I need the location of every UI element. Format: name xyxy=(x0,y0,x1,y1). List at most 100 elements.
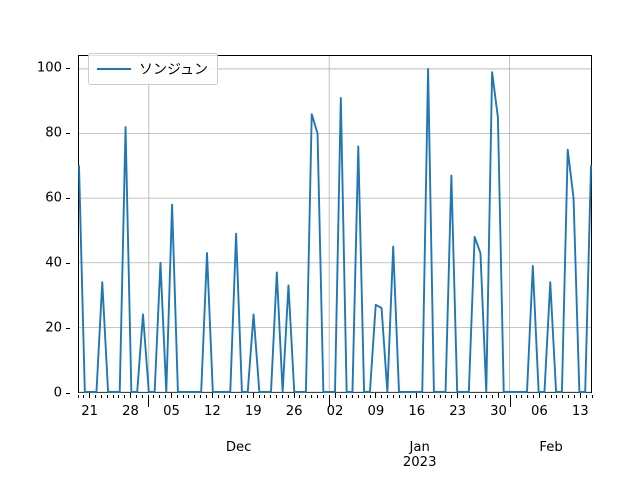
x-minor-tick-mark xyxy=(135,395,137,398)
x-tick-label: 30 xyxy=(490,404,507,419)
x-minor-tick-mark xyxy=(410,395,412,398)
x-minor-tick-mark xyxy=(264,395,266,398)
x-minor-tick-mark xyxy=(176,395,178,398)
x-minor-tick-mark xyxy=(252,395,254,398)
x-minor-tick-mark xyxy=(544,395,546,398)
x-month-tick-mark xyxy=(147,398,149,407)
x-minor-tick-mark xyxy=(77,395,79,398)
x-minor-tick-mark xyxy=(89,395,91,398)
x-minor-tick-mark xyxy=(433,395,435,398)
legend-line-swatch xyxy=(97,68,131,70)
y-tick-label: 0 xyxy=(53,385,62,401)
x-minor-tick-mark xyxy=(387,395,389,398)
x-minor-tick-mark xyxy=(316,395,318,398)
x-minor-tick-mark xyxy=(328,395,330,398)
x-minor-tick-mark xyxy=(100,395,102,398)
x-minor-tick-mark xyxy=(217,395,219,398)
x-minor-tick-mark xyxy=(182,395,184,398)
y-tick-mark xyxy=(66,67,70,69)
y-tick-mark xyxy=(66,197,70,199)
x-minor-tick-mark xyxy=(381,395,383,398)
x-minor-tick-mark xyxy=(463,395,464,398)
x-minor-tick-mark xyxy=(170,395,172,398)
x-minor-tick-mark xyxy=(568,395,570,398)
x-month-label: Feb xyxy=(539,440,562,455)
x-minor-tick-mark xyxy=(206,395,207,398)
x-minor-tick-mark xyxy=(550,395,552,398)
x-minor-tick-mark xyxy=(346,395,348,398)
x-minor-tick-mark xyxy=(538,395,540,398)
x-minor-tick-mark xyxy=(229,395,231,398)
x-minor-tick-mark xyxy=(165,395,167,398)
x-minor-tick-mark xyxy=(521,395,523,398)
y-tick-label: 80 xyxy=(45,125,62,141)
x-minor-tick-mark xyxy=(281,395,283,398)
x-minor-tick-mark xyxy=(223,395,225,398)
y-tick-mark xyxy=(66,262,70,264)
x-minor-tick-mark xyxy=(486,395,488,398)
legend-label-sonjun: ソンジュン xyxy=(139,62,209,78)
x-minor-tick-mark xyxy=(498,395,500,398)
x-tick-label: 09 xyxy=(367,404,385,419)
x-minor-tick-mark xyxy=(305,395,307,398)
x-minor-tick-mark xyxy=(141,395,143,398)
x-minor-tick-mark xyxy=(562,395,564,398)
year-text: 2023 xyxy=(402,455,437,470)
x-tick-label: 26 xyxy=(285,404,303,419)
y-tick-mark xyxy=(66,132,70,134)
x-minor-tick-mark xyxy=(334,395,336,398)
x-minor-tick-mark xyxy=(159,395,161,398)
x-tick-label: 21 xyxy=(81,404,99,419)
x-minor-tick-mark xyxy=(509,395,511,398)
x-minor-tick-mark xyxy=(585,395,587,398)
x-minor-tick-mark xyxy=(322,395,324,398)
x-minor-tick-mark xyxy=(153,395,155,398)
x-minor-tick-mark xyxy=(311,395,313,398)
x-minor-tick-mark xyxy=(556,395,558,398)
x-minor-tick-mark xyxy=(258,395,260,398)
x-minor-tick-mark xyxy=(118,395,120,398)
x-minor-tick-mark xyxy=(246,395,248,398)
legend: ソンジュン xyxy=(88,53,219,85)
x-minor-tick-mark xyxy=(515,395,517,398)
x-minor-tick-mark xyxy=(83,395,85,398)
x-minor-tick-mark xyxy=(533,395,535,398)
x-minor-tick-mark xyxy=(404,395,406,398)
x-minor-tick-mark xyxy=(503,395,505,398)
x-minor-tick-mark xyxy=(211,395,213,398)
x-minor-tick-mark xyxy=(106,395,108,398)
x-minor-tick-mark xyxy=(427,395,429,398)
x-minor-tick-mark xyxy=(573,395,575,398)
x-month-label: Jan 2023 xyxy=(403,440,437,470)
x-minor-tick-mark xyxy=(270,395,272,398)
x-minor-tick-mark xyxy=(130,395,132,398)
x-minor-tick-mark xyxy=(369,395,371,398)
x-axis-tick-labels: 21 28 05 12 19 26 02 09 16 23 30 06 13 xyxy=(77,393,593,420)
series-line-sonjun xyxy=(78,67,592,393)
x-minor-tick-mark xyxy=(235,395,237,398)
y-axis-tick-labels: 0 20 40 60 80 100 xyxy=(0,55,70,401)
x-tick-label: 23 xyxy=(449,404,467,419)
plot-axes xyxy=(78,55,592,393)
x-minor-tick-mark xyxy=(241,395,243,398)
x-minor-tick-mark xyxy=(287,395,289,398)
x-minor-tick-mark xyxy=(457,395,459,398)
x-minor-tick-mark xyxy=(398,395,400,398)
x-minor-tick-mark xyxy=(293,395,295,398)
x-tick-label: 16 xyxy=(408,404,426,419)
x-minor-tick-mark xyxy=(112,395,114,398)
x-minor-tick-mark xyxy=(375,395,377,398)
month-text: Jan xyxy=(409,440,430,455)
y-tick-label: 100 xyxy=(36,60,62,76)
y-tick-label: 60 xyxy=(45,190,62,206)
x-minor-tick-mark xyxy=(439,395,441,398)
y-tick-label: 40 xyxy=(45,255,62,271)
x-minor-tick-mark xyxy=(480,395,482,398)
x-tick-label: 06 xyxy=(531,404,548,419)
x-tick-label: 05 xyxy=(163,404,180,419)
x-tick-label: 13 xyxy=(571,404,589,419)
x-tick-label: 28 xyxy=(122,404,139,419)
month-text: Feb xyxy=(539,440,563,455)
x-minor-tick-mark xyxy=(579,395,581,398)
